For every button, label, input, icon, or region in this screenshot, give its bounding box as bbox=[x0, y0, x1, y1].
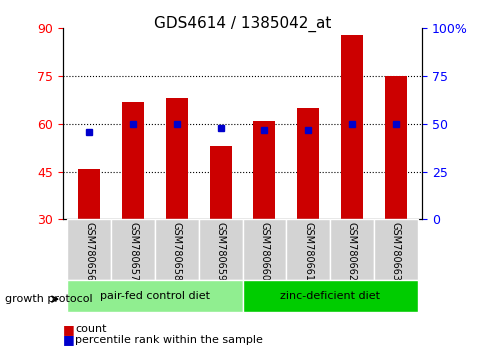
FancyBboxPatch shape bbox=[155, 219, 198, 280]
Text: GSM780660: GSM780660 bbox=[259, 222, 269, 281]
Text: zinc-deficient diet: zinc-deficient diet bbox=[279, 291, 379, 301]
FancyBboxPatch shape bbox=[329, 219, 373, 280]
FancyBboxPatch shape bbox=[242, 219, 286, 280]
Bar bbox=[209, 146, 231, 219]
FancyBboxPatch shape bbox=[111, 219, 155, 280]
Bar bbox=[297, 108, 318, 219]
Text: percentile rank within the sample: percentile rank within the sample bbox=[75, 335, 262, 345]
Bar bbox=[122, 102, 144, 219]
FancyBboxPatch shape bbox=[198, 219, 242, 280]
Text: ■: ■ bbox=[63, 333, 75, 346]
FancyBboxPatch shape bbox=[67, 280, 242, 312]
Text: GDS4614 / 1385042_at: GDS4614 / 1385042_at bbox=[153, 16, 331, 32]
Text: GSM780656: GSM780656 bbox=[84, 222, 94, 282]
Text: ■: ■ bbox=[63, 323, 75, 336]
Bar bbox=[384, 76, 406, 219]
FancyBboxPatch shape bbox=[373, 219, 417, 280]
FancyBboxPatch shape bbox=[242, 280, 417, 312]
Bar bbox=[253, 121, 275, 219]
Bar bbox=[166, 98, 187, 219]
Bar bbox=[340, 35, 362, 219]
Text: GSM780663: GSM780663 bbox=[390, 222, 400, 281]
Bar bbox=[78, 169, 100, 219]
Text: GSM780662: GSM780662 bbox=[346, 222, 356, 282]
Text: GSM780658: GSM780658 bbox=[171, 222, 182, 282]
Text: GSM780659: GSM780659 bbox=[215, 222, 225, 282]
Text: count: count bbox=[75, 324, 106, 334]
FancyBboxPatch shape bbox=[67, 219, 111, 280]
Text: growth protocol: growth protocol bbox=[5, 294, 92, 304]
Text: GSM780661: GSM780661 bbox=[302, 222, 313, 281]
Text: pair-fed control diet: pair-fed control diet bbox=[100, 291, 210, 301]
FancyBboxPatch shape bbox=[286, 219, 329, 280]
Text: GSM780657: GSM780657 bbox=[128, 222, 138, 282]
